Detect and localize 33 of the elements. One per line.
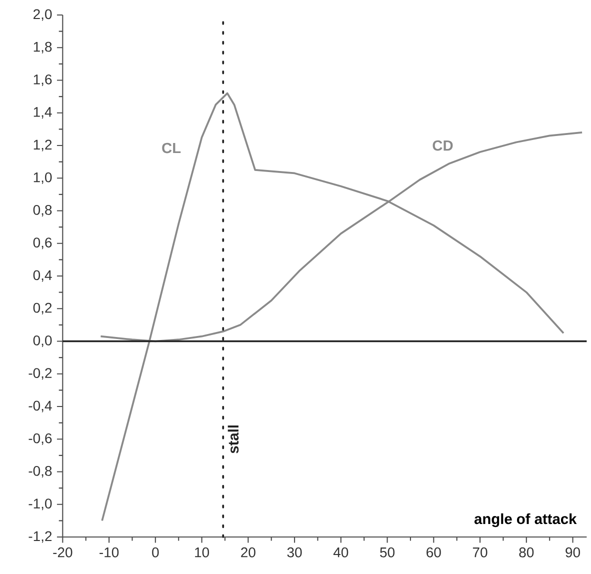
y-tick-label: -0,4 [28, 400, 52, 412]
y-tick-label: 0,4 [33, 270, 52, 282]
x-tick-label: -10 [100, 547, 119, 558]
y-tick-label: 0,6 [33, 238, 52, 250]
x-tick-label: 40 [333, 547, 348, 558]
x-tick-label: 80 [519, 547, 534, 558]
y-tick-label: 1,2 [34, 140, 52, 152]
y-tick-label: -1,0 [28, 498, 52, 510]
series-label: CL [162, 142, 181, 154]
x-tick-label: 60 [426, 547, 441, 558]
x-tick-label: 50 [380, 547, 395, 558]
x-tick-label: 20 [241, 547, 256, 558]
x-tick-label: -20 [53, 547, 72, 558]
x-tick-label: 30 [287, 547, 302, 558]
ref-line-label: stall [228, 425, 239, 454]
y-tick-label: 0,8 [33, 204, 52, 217]
x-tick-label: 10 [195, 547, 210, 558]
y-tick-label: 0,0 [33, 335, 52, 348]
series-label: CD [432, 140, 453, 151]
y-tick-label: -0,8 [28, 466, 52, 478]
x-tick-label: 90 [566, 547, 580, 558]
x-tick-label: 0 [152, 547, 159, 558]
y-tick-label: 1,0 [34, 172, 52, 184]
x-tick-label: 70 [472, 547, 488, 558]
y-tick-label: 1,4 [34, 107, 52, 119]
y-tick-label: -0,6 [28, 433, 52, 445]
y-tick-label: -1,2 [28, 531, 52, 543]
y-tick-label: 2,0 [34, 9, 52, 21]
y-tick-label: 1,8 [34, 42, 52, 54]
y-tick-label: 1,6 [34, 74, 52, 86]
y-tick-label: 0,2 [33, 302, 52, 314]
y-tick-label: -0,2 [28, 368, 52, 380]
x-axis-title: angle of attack [474, 513, 577, 528]
